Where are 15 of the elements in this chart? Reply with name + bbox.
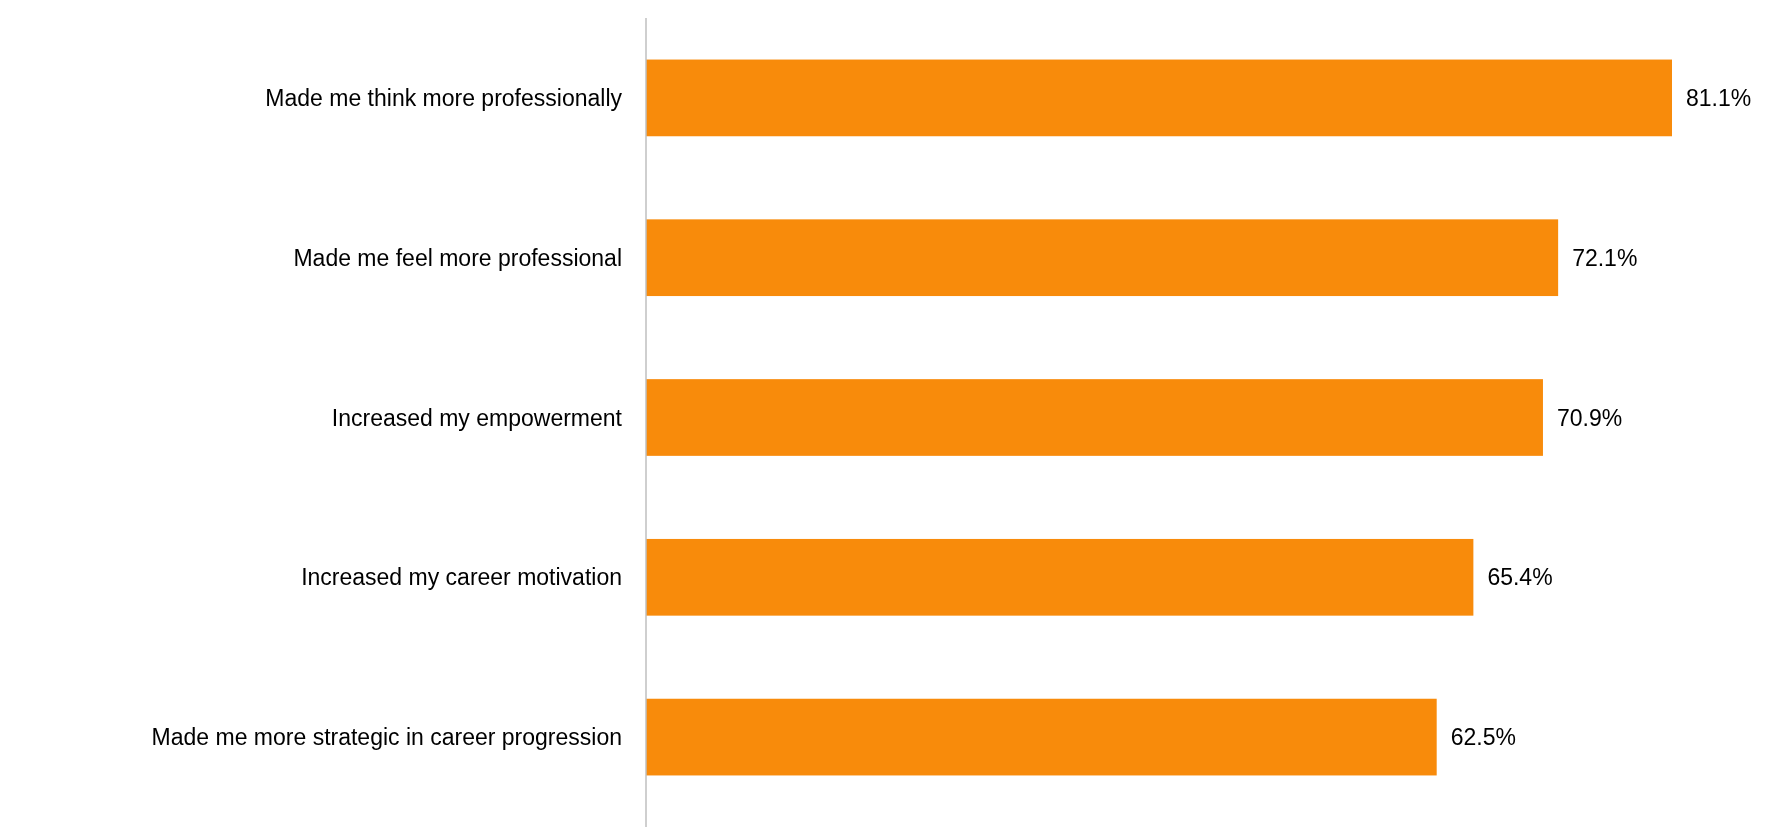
y-tick-label: Made me feel more professional — [293, 244, 622, 271]
y-tick-label: Made me think more professionally — [265, 84, 623, 111]
y-tick-label: Increased my empowerment — [331, 404, 623, 431]
bar — [646, 538, 1474, 616]
bar — [646, 59, 1672, 137]
data-label: 72.1% — [1572, 244, 1638, 271]
data-label: 81.1% — [1686, 84, 1752, 111]
bar — [646, 379, 1543, 456]
bar — [646, 698, 1437, 776]
data-label: 62.5% — [1450, 724, 1516, 751]
bar — [646, 219, 1559, 297]
y-tick-label: Increased my career motivation — [301, 564, 622, 591]
data-label: 65.4% — [1487, 564, 1553, 591]
y-tick-label: Made me more strategic in career progression — [151, 724, 622, 751]
data-label: 70.9% — [1556, 404, 1623, 431]
